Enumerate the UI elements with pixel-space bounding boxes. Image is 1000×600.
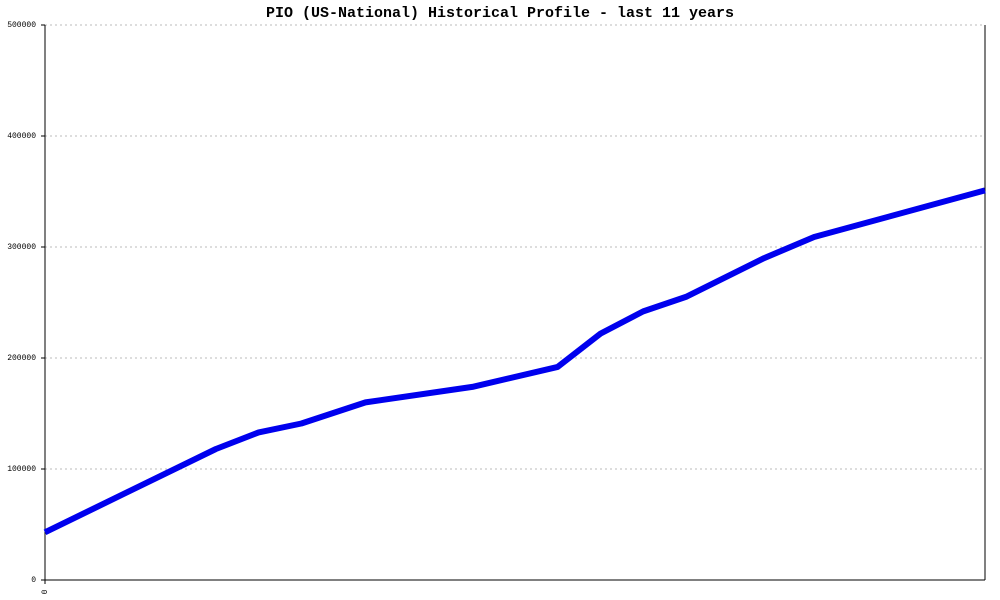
x-tick-label: 0 (41, 589, 50, 594)
y-tick-label: 400000 (7, 132, 36, 141)
chart-title: PIO (US-National) Historical Profile - l… (266, 5, 734, 22)
y-tick-label: 0 (31, 576, 36, 585)
data-line (43, 187, 986, 535)
y-tick-label: 500000 (7, 21, 36, 30)
y-tick-label: 200000 (7, 354, 36, 363)
y-tick-label: 300000 (7, 243, 36, 252)
y-tick-label: 100000 (7, 465, 36, 474)
